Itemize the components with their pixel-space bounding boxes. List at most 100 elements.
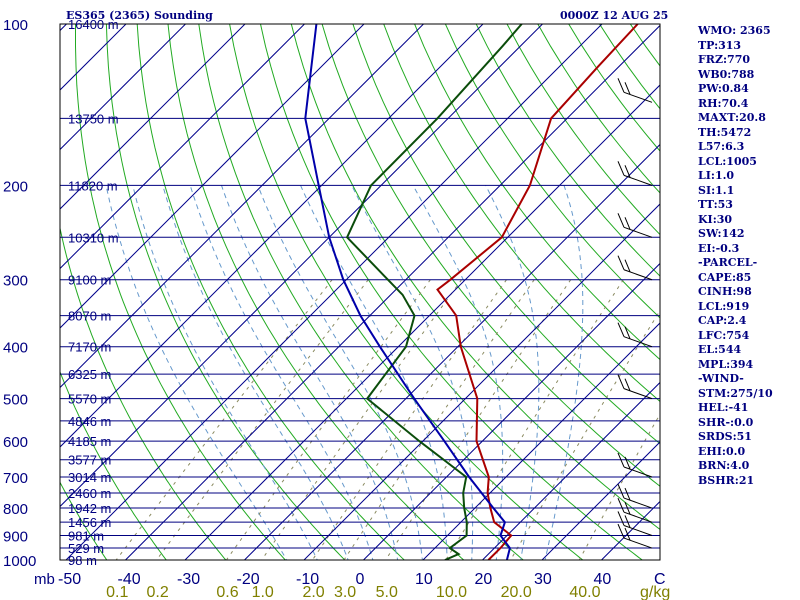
wind-barb bbox=[617, 213, 653, 238]
mixing-ratio-tick-label: 0.6 bbox=[216, 584, 238, 600]
moist-adiabat bbox=[221, 185, 399, 560]
moist-adiabat bbox=[412, 185, 504, 560]
dry-adiabat bbox=[75, 24, 286, 560]
height-label: 1942 m bbox=[68, 501, 111, 516]
isotherm bbox=[541, 441, 660, 560]
temperature-tick-label: 20 bbox=[475, 571, 493, 588]
pressure-unit-label: mb bbox=[34, 571, 55, 588]
pressure-tick-label: 300 bbox=[3, 273, 28, 290]
wind-barb bbox=[617, 511, 653, 536]
temperature-tick-label: -20 bbox=[237, 571, 260, 588]
pressure-tick-label: 400 bbox=[3, 340, 28, 357]
pressure-tick-label: 700 bbox=[3, 470, 28, 487]
height-label: 98 m bbox=[68, 553, 97, 568]
temperature-tick-label: -40 bbox=[118, 571, 141, 588]
isotherm bbox=[60, 24, 186, 151]
dry-adiabat bbox=[352, 24, 660, 445]
index-value: HEL:-41 bbox=[698, 401, 749, 414]
dry-adiabat bbox=[321, 24, 660, 487]
isotherm bbox=[60, 24, 246, 210]
height-label: 4185 m bbox=[68, 434, 111, 449]
moist-adiabat bbox=[132, 185, 318, 560]
dry-adiabat bbox=[167, 24, 465, 560]
height-label: 2460 m bbox=[68, 486, 111, 501]
station-title: ES365 (2365) Sounding bbox=[66, 9, 213, 22]
temperature-tick-label: 10 bbox=[415, 571, 433, 588]
index-value: TH:5472 bbox=[698, 125, 752, 139]
temperature-tick-label: 0 bbox=[356, 571, 365, 588]
mixing-ratio-tick-label: 0.1 bbox=[106, 584, 128, 600]
index-value: CINH:98 bbox=[698, 285, 752, 298]
index-value: STM:275/10 bbox=[698, 386, 773, 400]
index-value: SW:142 bbox=[698, 227, 745, 240]
sounding-indices-panel: WMO: 2365 TP:313 FRZ:770 WB0:788 PW:0.84 RH:7… bbox=[698, 24, 798, 488]
temperature-tick-label: 30 bbox=[534, 571, 552, 588]
isotherm bbox=[244, 143, 660, 560]
wind-barbs bbox=[617, 78, 653, 549]
index-value: LI:1.0 bbox=[698, 169, 735, 182]
height-label: 9100 m bbox=[68, 273, 111, 288]
height-label: 11820 m bbox=[68, 178, 118, 193]
height-label: 3014 m bbox=[68, 470, 111, 485]
isotherm bbox=[363, 262, 660, 560]
wind-barb bbox=[617, 497, 653, 523]
wind-barb bbox=[617, 161, 653, 186]
temperature-profile bbox=[436, 24, 639, 560]
isotherm bbox=[60, 24, 365, 329]
index-value: -WIND- bbox=[698, 372, 744, 385]
height-label: 981 m bbox=[68, 528, 104, 543]
index-value: MAXT:20.8 bbox=[698, 111, 766, 124]
mixing-ratio-tick-label: 40.0 bbox=[569, 584, 600, 600]
pressure-tick-label: 900 bbox=[3, 528, 28, 545]
dry-adiabat bbox=[260, 24, 644, 560]
temperature-tick-label: -10 bbox=[296, 571, 319, 588]
dry-adiabat bbox=[475, 24, 660, 277]
isotherm bbox=[303, 203, 660, 560]
mixing-ratio-tick-label: 0.2 bbox=[147, 584, 169, 600]
parcel-trace bbox=[304, 24, 511, 560]
plot-frame bbox=[59, 23, 661, 561]
dry-adiabat bbox=[60, 370, 167, 560]
index-value: SRDS:51 bbox=[698, 430, 752, 443]
isotherm bbox=[125, 24, 660, 560]
wind-barb bbox=[617, 78, 653, 103]
isotherm bbox=[184, 84, 660, 560]
isotherm bbox=[482, 381, 660, 560]
isotherm bbox=[60, 24, 305, 270]
height-label: 1456 m bbox=[68, 515, 111, 530]
moist-adiabat bbox=[351, 185, 474, 560]
dry-adiabat bbox=[383, 24, 660, 403]
dewpoint-profile bbox=[345, 24, 523, 560]
dry-adiabat bbox=[229, 24, 584, 560]
index-value: CAPE:85 bbox=[698, 270, 752, 284]
index-value: TP:313 bbox=[698, 38, 742, 52]
isotherm bbox=[422, 322, 660, 560]
wind-barb bbox=[617, 255, 653, 281]
mixing-ratio-tick-label: 3.0 bbox=[334, 584, 356, 600]
index-value: LCL:919 bbox=[698, 299, 750, 313]
index-value: EL:544 bbox=[698, 343, 742, 356]
index-value: L57:6.3 bbox=[698, 140, 745, 153]
dry-adiabat bbox=[414, 24, 660, 361]
mixing-ratio-tick-label: 1.0 bbox=[252, 584, 274, 600]
temperature-tick-label: -30 bbox=[177, 571, 200, 588]
mixing-ratio-line bbox=[155, 279, 369, 560]
height-label: 4846 m bbox=[68, 414, 111, 429]
mixing-ratio-tick-label: 10.0 bbox=[436, 584, 467, 600]
mixing-ratio-line bbox=[225, 279, 431, 560]
index-value: KI:30 bbox=[698, 212, 733, 226]
index-value: BRN:4.0 bbox=[698, 459, 750, 472]
mixing-ratio-tick-label: 5.0 bbox=[376, 584, 398, 600]
dry-adiabat bbox=[290, 24, 660, 531]
isotherm bbox=[60, 24, 484, 448]
mixing-ratio-line bbox=[445, 279, 624, 560]
isotherm bbox=[60, 24, 543, 508]
wind-barb bbox=[617, 322, 653, 348]
mixing-ratio-line bbox=[260, 279, 463, 560]
temperature-tick-label: 40 bbox=[594, 571, 612, 588]
moist-adiabat bbox=[485, 185, 540, 560]
index-value: RH:70.4 bbox=[698, 96, 749, 110]
wind-barb bbox=[617, 523, 653, 549]
wind-barb bbox=[617, 452, 653, 478]
height-label: 7170 m bbox=[68, 340, 111, 355]
